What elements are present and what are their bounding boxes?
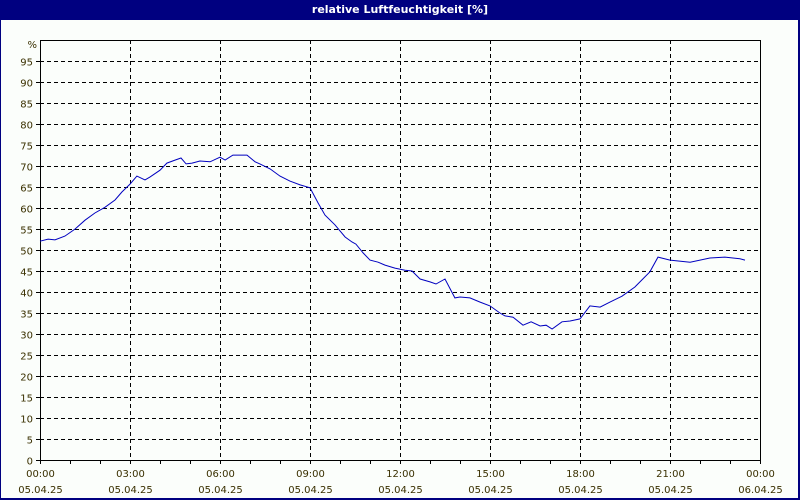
x-tick-time: 00:00 [26,469,55,480]
x-tick-time: 09:00 [296,469,325,480]
x-tick-time: 06:00 [206,469,235,480]
y-tick-label: 30 [20,331,33,342]
y-tick-label: 90 [20,79,33,90]
y-tick-label: 55 [20,226,33,237]
x-tick-time: 21:00 [656,469,685,480]
y-tick-label: 95 [20,58,33,69]
y-tick-label: 5 [27,436,33,447]
x-tick-time: 00:00 [746,469,775,480]
x-tick-time: 18:00 [566,469,595,480]
x-tick-date: 05.04.25 [648,485,693,496]
y-tick-label: 75 [20,142,33,153]
x-axis-labels: 00:00 05.04.25 03:00 05.04.25 06:00 05.04.25 0… [18,469,783,496]
chart-title: relative Luftfeuchtigkeit [%] [311,3,489,16]
y-tick-label: 70 [20,163,33,174]
x-tick-time: 15:00 [476,469,505,480]
y-tick-label: 50 [20,247,33,258]
plot-frame [40,40,761,461]
x-tick-date: 05.04.25 [288,485,333,496]
x-tick-time: 03:00 [116,469,145,480]
x-tick-date: 05.04.25 [468,485,513,496]
y-tick-label: 45 [20,268,33,279]
y-tick-label: 20 [20,373,33,384]
axes [36,40,761,464]
y-tick-label: 60 [20,205,33,216]
y-tick-label: 25 [20,352,33,363]
y-axis-labels: 0 5 10 15 20 25 30 35 40 45 50 55 60 65 70 75 80 85 90 95% [20,40,37,468]
x-tick-date: 05.04.25 [198,485,243,496]
y-tick-label: 15 [20,394,33,405]
x-tick-date: 05.04.25 [108,485,153,496]
x-tick-date: 06.04.25 [738,485,783,496]
y-tick-label: 10 [20,415,33,426]
y-tick-label: 80 [20,121,33,132]
x-tick-date: 05.04.25 [18,485,63,496]
chart-title-bar: relative Luftfeuchtigkeit [%] [0,0,800,20]
x-tick-time: 12:00 [386,469,415,480]
y-tick-label: 40 [20,289,33,300]
x-tick-date: 05.04.25 [558,485,603,496]
x-tick-date: 05.04.25 [378,485,423,496]
y-tick-label: 65 [20,184,33,195]
y-axis-unit: % [27,40,37,51]
y-tick-label: 0 [27,457,33,468]
y-tick-label: 85 [20,100,33,111]
grid-lines [40,40,760,460]
y-tick-label: 35 [20,310,33,321]
humidity-series-line [39,154,746,330]
